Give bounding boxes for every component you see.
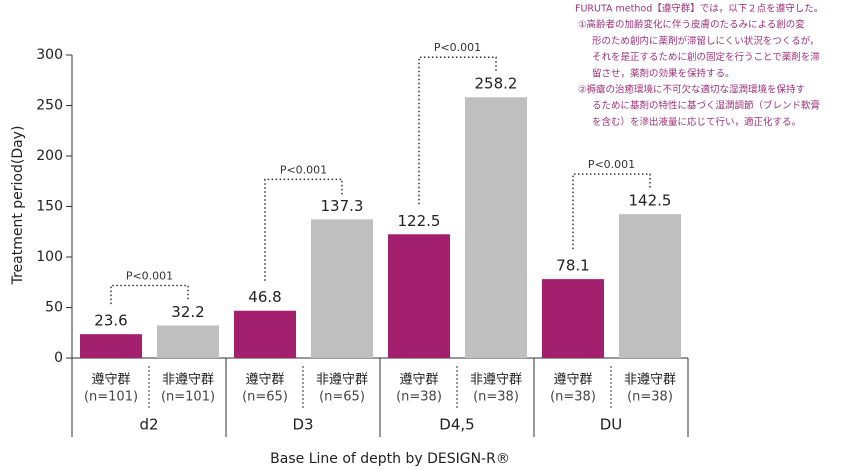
value-label: 23.6 [94,312,127,330]
value-label: 122.5 [398,212,441,230]
bar [234,310,296,358]
value-label: 46.8 [248,288,281,306]
bar [465,97,527,358]
group-label: d2 [139,416,158,434]
significance-label: P<0.001 [126,269,173,282]
bar-group-label: 非遵守群 [470,372,522,388]
group-label: D3 [292,416,313,434]
bar-group-label: 遵守群 [399,372,438,388]
sample-label: (n=38) [396,390,442,405]
note-line: を含む）を滲出液量に応じて行い，適正化する。 [592,116,801,128]
y-tick-label: 150 [36,199,63,215]
value-label: 78.1 [556,257,589,275]
bar [388,234,450,358]
bar [619,214,681,358]
sample-label: (n=101) [161,390,215,405]
note-line: それを是正するために創の固定を行うことで薬剤を滞 [592,51,820,63]
bar-group-label: 非遵守群 [162,372,214,388]
note-line: 形のため創内に薬剤が滞留しにくい状況をつくるが， [592,35,819,47]
bar-group-label: 遵守群 [553,372,592,388]
note-line: ②褥瘡の治癒環境に不可欠な適切な湿潤環境を保持す [578,84,805,96]
value-label: 142.5 [629,192,672,210]
sample-label: (n=101) [84,390,138,405]
group-label: D4,5 [439,416,474,434]
note-line: るために基剤の特性に基づく湿潤調節（ブレンド軟膏 [592,100,820,112]
note-line: FURUTA method【遵守群】では，以下２点を遵守した。 [575,3,823,15]
sample-label: (n=38) [627,390,673,405]
note-line: 留させ，薬剤の効果を保持する。 [592,67,735,79]
bar [311,219,373,358]
group-label: DU [600,416,623,434]
y-tick-label: 250 [36,98,63,114]
sample-label: (n=38) [550,390,596,405]
bar-group-label: 遵守群 [245,372,284,388]
x-axis-title: Base Line of depth by DESIGN-R® [270,451,510,467]
bar-group-label: 遵守群 [91,372,130,388]
bar [542,279,604,358]
sample-label: (n=65) [242,390,288,405]
bar [80,334,142,358]
y-tick-label: 300 [36,47,63,63]
value-label: 258.2 [475,75,518,93]
significance-bracket [110,284,189,305]
y-axis-title: Treatment period(Day) [10,126,26,286]
bar [157,325,219,358]
y-tick-label: 50 [45,300,63,316]
sample-label: (n=38) [473,390,519,405]
significance-label: P<0.001 [280,163,327,176]
value-label: 137.3 [321,197,364,215]
significance-label: P<0.001 [588,158,635,171]
bar-group-label: 非遵守群 [624,372,676,388]
sample-label: (n=65) [319,390,365,405]
y-tick-label: 0 [54,350,63,366]
bar-group-label: 非遵守群 [316,372,368,388]
y-tick-label: 100 [36,249,63,265]
significance-label: P<0.001 [434,41,481,54]
note-line: ①高齢者の加齢変化に伴う皮膚のたるみによる創の変 [578,19,805,31]
value-label: 32.2 [171,303,204,321]
y-tick-label: 200 [36,148,63,164]
